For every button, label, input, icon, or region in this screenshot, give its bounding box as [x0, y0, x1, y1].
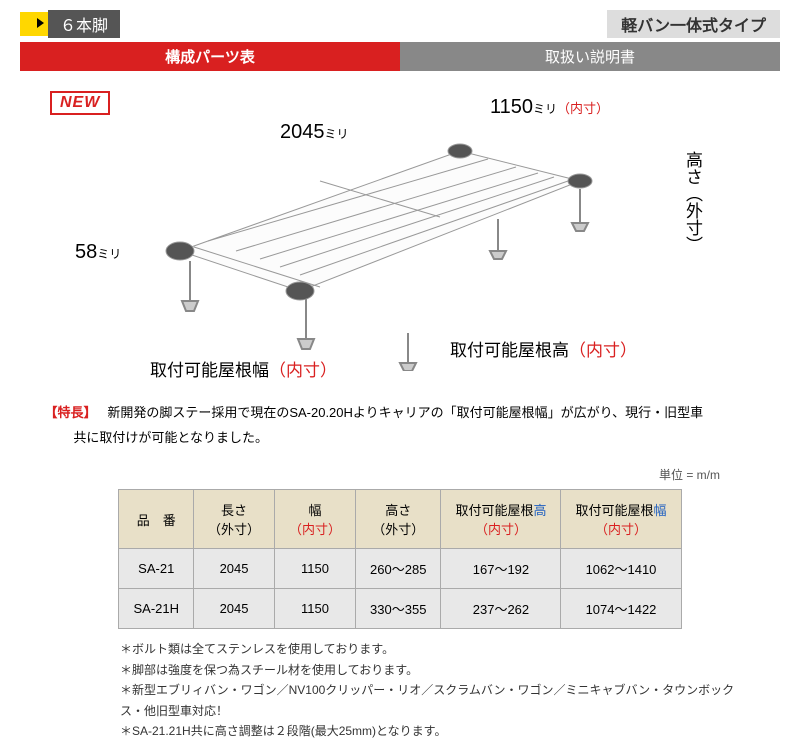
dim-width: 1150ミリ（内寸）	[490, 96, 609, 119]
tabs: 構成パーツ表 取扱い説明書	[20, 42, 780, 71]
th-height: 高さ（外寸）	[356, 490, 441, 549]
th-width: 幅（内寸）	[275, 490, 356, 549]
header-row: ６本脚 軽バン一体式タイプ	[20, 10, 780, 38]
feature-label: 【特長】	[44, 405, 96, 420]
spec-table: 品 番 長さ（外寸） 幅（内寸） 高さ（外寸） 取付可能屋根高（内寸） 取付可能…	[118, 489, 681, 629]
new-badge: NEW	[50, 91, 110, 115]
dim-roof-width: 取付可能屋根幅（内寸）	[150, 356, 337, 381]
arrow-icon	[20, 12, 48, 36]
footnotes: ＊ボルト類は全てステンレスを使用しております。 ＊脚部は強度を保つ為スチール材を…	[120, 639, 740, 741]
table-row: SA-21 2045 1150 260～285 167～192 1062～141…	[119, 549, 681, 589]
th-length: 長さ（外寸）	[194, 490, 275, 549]
dim-length: 2045ミリ	[280, 121, 349, 144]
table-header-row: 品 番 長さ（外寸） 幅（内寸） 高さ（外寸） 取付可能屋根高（内寸） 取付可能…	[119, 490, 681, 549]
th-roof-w: 取付可能屋根幅（内寸）	[561, 490, 681, 549]
rack-illustration	[120, 111, 600, 371]
page-title: ６本脚	[48, 10, 120, 38]
note-4: ＊SA-21.21H共に高さ調整は２段階(最大25mm)となります。	[120, 721, 740, 741]
th-roof-h: 取付可能屋根高（内寸）	[441, 490, 561, 549]
tab-manual[interactable]: 取扱い説明書	[400, 42, 780, 71]
feature-text: 【特長】 新開発の脚ステー採用で現在のSA-20.20Hよりキャリアの「取付可能…	[30, 401, 770, 450]
th-model: 品 番	[119, 490, 194, 549]
diagram: NEW	[20, 81, 780, 391]
note-1: ＊ボルト類は全てステンレスを使用しております。	[120, 639, 740, 659]
dim-bar-height: 58ミリ	[75, 241, 121, 264]
type-label: 軽バン一体式タイプ	[607, 10, 780, 38]
note-3: ＊新型エブリィバン・ワゴン／NV100クリッパー・リオ／スクラムバン・ワゴン／ミ…	[120, 680, 740, 721]
unit-note: 単位 = m/m	[20, 466, 720, 483]
dim-roof-height: 取付可能屋根高（内寸）	[450, 336, 637, 361]
table-row: SA-21H 2045 1150 330～355 237～262 1074～14…	[119, 589, 681, 629]
note-2: ＊脚部は強度を保つ為スチール材を使用しております。	[120, 660, 740, 680]
dim-height-label: 高さ（外寸）	[680, 151, 705, 253]
tab-parts-list[interactable]: 構成パーツ表	[20, 42, 400, 71]
